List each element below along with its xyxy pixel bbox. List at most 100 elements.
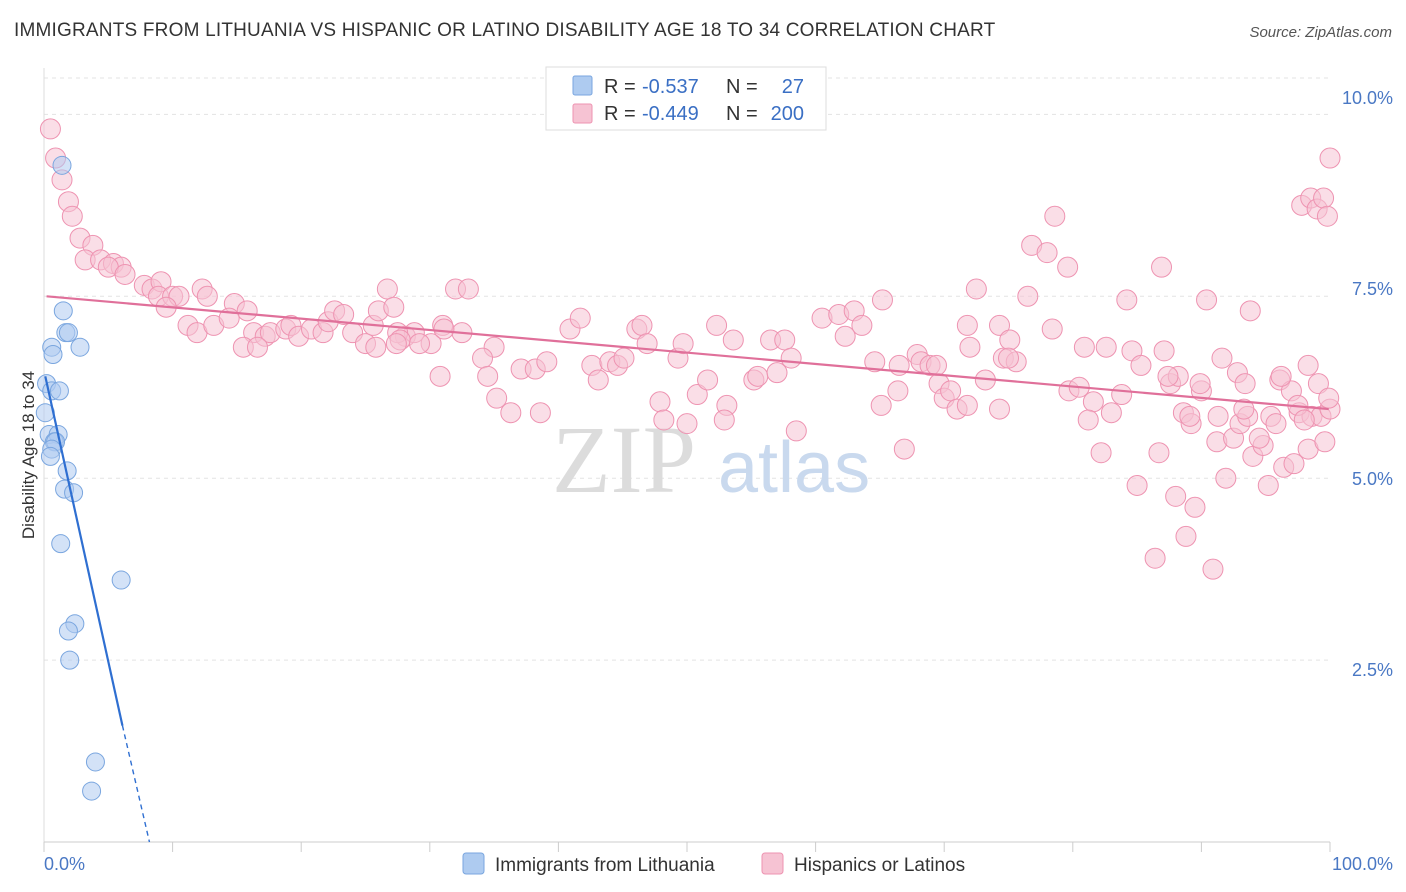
data-point <box>111 570 131 590</box>
data-point <box>774 329 796 351</box>
data-point <box>60 650 80 670</box>
data-point <box>851 314 873 336</box>
data-point <box>82 781 102 801</box>
trend-line-lithuania <box>44 376 124 726</box>
data-point <box>1211 347 1233 369</box>
data-point <box>940 380 962 402</box>
legend-n-label-hispanic: N = <box>726 103 758 125</box>
bottom-legend-swatch-hispanic <box>761 852 784 875</box>
data-point <box>722 329 744 351</box>
data-point <box>587 369 609 391</box>
data-point <box>40 446 60 466</box>
data-point <box>1307 373 1329 395</box>
data-point <box>500 402 522 424</box>
data-point <box>1126 474 1148 496</box>
data-point <box>1111 384 1133 406</box>
data-point <box>613 347 635 369</box>
data-point <box>385 333 407 355</box>
legend-swatch-lithuania <box>572 75 593 96</box>
data-point <box>383 296 405 318</box>
data-point <box>376 278 398 300</box>
legend-n-value-lithuania: 27 <box>782 76 804 98</box>
data-point <box>1215 467 1237 489</box>
data-point <box>1314 431 1336 453</box>
legend: R = -0.537 N = 27 R = -0.449 N = 200 <box>545 66 827 131</box>
data-point <box>1116 289 1138 311</box>
data-point <box>1202 558 1224 580</box>
data-point <box>1283 453 1305 475</box>
data-point <box>1036 242 1058 264</box>
data-point <box>672 333 694 355</box>
data-point <box>649 391 671 413</box>
data-point <box>887 380 909 402</box>
data-point <box>49 381 69 401</box>
legend-n-label-lithuania: N = <box>726 76 758 98</box>
data-point <box>1144 547 1166 569</box>
y-tick-labels: 10.0% 7.5% 5.0% 2.5% <box>1342 88 1393 680</box>
data-point <box>697 369 719 391</box>
data-point <box>1157 365 1179 387</box>
bottom-legend-swatch-lithuania <box>462 852 485 875</box>
data-point <box>999 329 1021 351</box>
data-point <box>1233 398 1255 420</box>
trend-line-hispanic <box>46 295 1329 411</box>
data-point <box>1297 354 1319 376</box>
legend-r-value-lithuania: -0.537 <box>642 76 699 98</box>
data-point <box>1265 413 1287 435</box>
data-point <box>747 365 769 387</box>
data-point <box>1151 256 1173 278</box>
data-point <box>1057 256 1079 278</box>
data-point <box>365 336 387 358</box>
y-tick-label-2-5: 2.5% <box>1352 660 1393 680</box>
legend-r-label-hispanic: R = <box>604 103 636 125</box>
chart-title: IMMIGRANTS FROM LITHUANIA VS HISPANIC OR… <box>14 20 996 41</box>
series-immigrants-from-lithuania <box>35 155 131 801</box>
series-hispanics-or-latinos <box>39 118 1341 580</box>
data-point <box>486 387 508 409</box>
data-point <box>871 289 893 311</box>
data-point <box>61 205 83 227</box>
data-point <box>1293 409 1315 431</box>
data-point <box>70 337 90 357</box>
bottom-legend-label-hispanic: Hispanics or Latinos <box>794 855 965 876</box>
data-point <box>1239 300 1261 322</box>
data-point <box>53 301 73 321</box>
watermark-zip: ZIP <box>552 406 696 513</box>
data-point <box>43 344 63 364</box>
data-point <box>780 347 802 369</box>
data-point <box>988 314 1010 336</box>
data-point <box>998 347 1019 369</box>
data-point <box>85 752 105 772</box>
x-tick-label-max: 100.0% <box>1332 854 1393 874</box>
data-point <box>965 278 987 300</box>
data-point <box>956 314 978 336</box>
data-point <box>51 534 71 554</box>
data-point <box>1179 405 1201 427</box>
data-point <box>713 409 735 431</box>
data-point <box>1319 147 1341 169</box>
trend-line-lithuania-extension <box>121 725 151 843</box>
data-point <box>959 336 981 358</box>
data-point <box>834 325 856 347</box>
y-axis-label: Disability Age 18 to 34 <box>19 371 38 539</box>
data-point <box>1313 187 1335 209</box>
data-point <box>64 483 84 503</box>
legend-swatch-hispanic <box>572 103 593 124</box>
y-tick-label-10: 10.0% <box>1342 88 1393 108</box>
data-point <box>1189 373 1211 395</box>
data-point <box>114 263 136 285</box>
data-point <box>893 438 915 460</box>
data-point <box>236 300 258 322</box>
data-point <box>1257 474 1279 496</box>
data-point <box>1234 373 1256 395</box>
data-point <box>1207 405 1229 427</box>
data-point <box>631 314 653 336</box>
data-point <box>1270 365 1292 387</box>
data-point <box>956 394 978 416</box>
trend-lines <box>44 295 1329 843</box>
source-credit: Source: ZipAtlas.com <box>1249 24 1392 41</box>
bottom-legend: Immigrants from Lithuania Hispanics or L… <box>462 852 965 876</box>
data-point <box>457 278 479 300</box>
data-point <box>925 354 947 376</box>
data-point <box>333 303 355 325</box>
